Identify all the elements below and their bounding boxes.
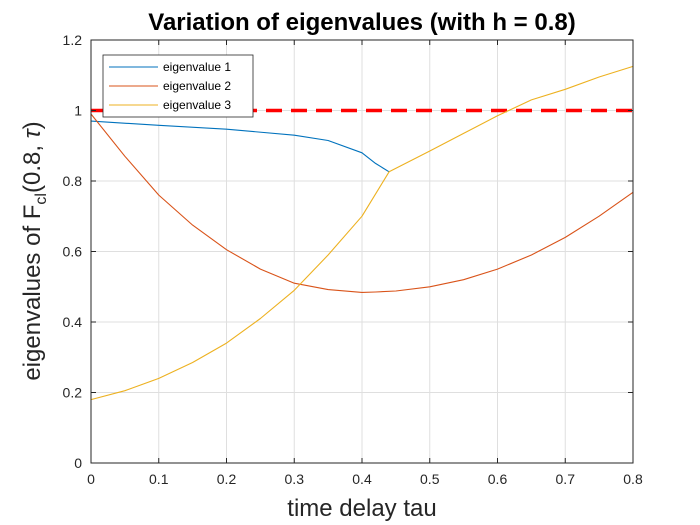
y-tick-label: 1 (74, 103, 82, 119)
legend: eigenvalue 1 eigenvalue 2 eigenvalue 3 (102, 54, 254, 118)
y-axis-label-symbol: τ (19, 127, 46, 138)
y-axis-label-suffix: (0.8, (19, 138, 46, 193)
x-tick-label: 0.2 (217, 471, 237, 487)
legend-label-eigenvalue-3: eigenvalue 3 (163, 98, 231, 112)
y-tick-label: 0.6 (63, 244, 83, 260)
series-line-eigenvalue-3 (90, 65, 634, 401)
y-tick-label: 0.4 (63, 314, 83, 330)
series-line-eigenvalue-2 (90, 113, 634, 293)
series-line-eigenvalue-1 (90, 120, 390, 173)
axis-ticks: 0 0.1 0.2 0.3 0.4 0.5 0.6 0.7 0.8 0 0.2 0.4 0.6 0.8 1 1… (63, 32, 643, 487)
x-tick-label: 0.1 (149, 471, 169, 487)
y-axis-label-close: ) (19, 121, 46, 129)
chart-title: Variation of eigenvalues (with h = 0.8) (148, 9, 575, 36)
x-tick-label: 0.8 (623, 471, 643, 487)
legend-label-eigenvalue-2: eigenvalue 2 (163, 79, 231, 93)
y-axis-label-subscript: cl (33, 193, 50, 205)
x-tick-label: 0 (87, 471, 95, 487)
y-tick-label: 0.2 (63, 385, 83, 401)
series-lines (90, 65, 634, 401)
x-tick-label: 0.4 (352, 471, 372, 487)
y-tick-label: 0.8 (63, 173, 83, 189)
x-tick-label: 0.5 (420, 471, 440, 487)
x-tick-label: 0.7 (556, 471, 576, 487)
y-tick-label: 1.2 (63, 32, 83, 48)
y-axis-label-prefix: eigenvalues of F (19, 205, 46, 381)
x-axis-label: time delay tau (287, 495, 436, 522)
y-tick-label: 0 (74, 455, 82, 471)
x-tick-label: 0.3 (285, 471, 305, 487)
y-axis-label: eigenvalues of Fcl(0.8, τ) (19, 121, 50, 380)
x-tick-label: 0.6 (488, 471, 508, 487)
legend-label-eigenvalue-1: eigenvalue 1 (163, 60, 231, 74)
